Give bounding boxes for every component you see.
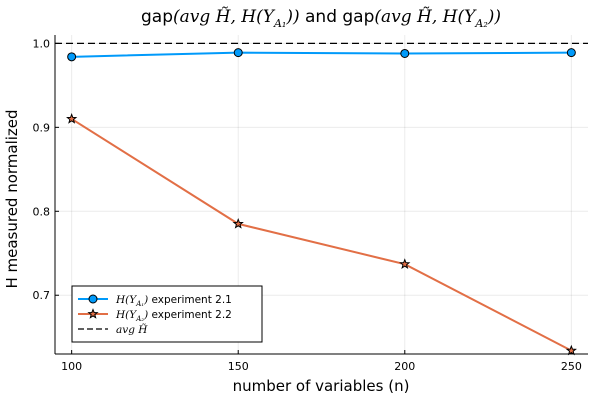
y-tick-label: 0.7 bbox=[33, 289, 51, 302]
chart-title-text: gap(avg H̃, H(YA₁)) and gap(avg H̃, H(YA… bbox=[141, 7, 501, 30]
data-point bbox=[566, 48, 576, 58]
data-point bbox=[67, 52, 77, 62]
axes: 100 150 200 250 0.7 0.8 0.9 1.0 bbox=[33, 35, 588, 373]
y-tick-label: 0.8 bbox=[33, 205, 51, 218]
data-point bbox=[232, 217, 244, 229]
y-tick-label: 1.0 bbox=[33, 37, 51, 50]
series-line-1 bbox=[71, 51, 572, 58]
data-point bbox=[399, 258, 411, 269]
legend-marker bbox=[87, 308, 99, 319]
data-point bbox=[233, 48, 243, 58]
x-tick-label: 100 bbox=[61, 360, 82, 373]
x-tick-label: 200 bbox=[394, 360, 415, 373]
legend-label: H(YA₁) experiment 2.1 bbox=[115, 294, 232, 308]
legend-marker bbox=[88, 294, 98, 304]
x-tick-label: 150 bbox=[228, 360, 249, 373]
x-tick-label: 250 bbox=[561, 360, 582, 373]
y-axis-label: H measured normalized bbox=[3, 109, 21, 288]
series-group bbox=[66, 48, 577, 356]
data-point bbox=[565, 344, 577, 356]
legend-label: H(YA₂) experiment 2.2 bbox=[115, 309, 232, 323]
series-line-2 bbox=[71, 118, 572, 352]
y-tick-label: 0.9 bbox=[33, 121, 51, 134]
legend: H(YA₁) experiment 2.1H(YA₂) experiment 2… bbox=[71, 285, 263, 343]
data-point bbox=[66, 113, 78, 124]
legend-label: avg H̃ bbox=[116, 323, 148, 336]
x-axis-label: number of variables (n) bbox=[233, 377, 410, 395]
chart-title: gap(avg H̃, H(YA₁)) and gap(avg H̃, H(YA… bbox=[141, 7, 501, 30]
data-point bbox=[400, 48, 410, 58]
